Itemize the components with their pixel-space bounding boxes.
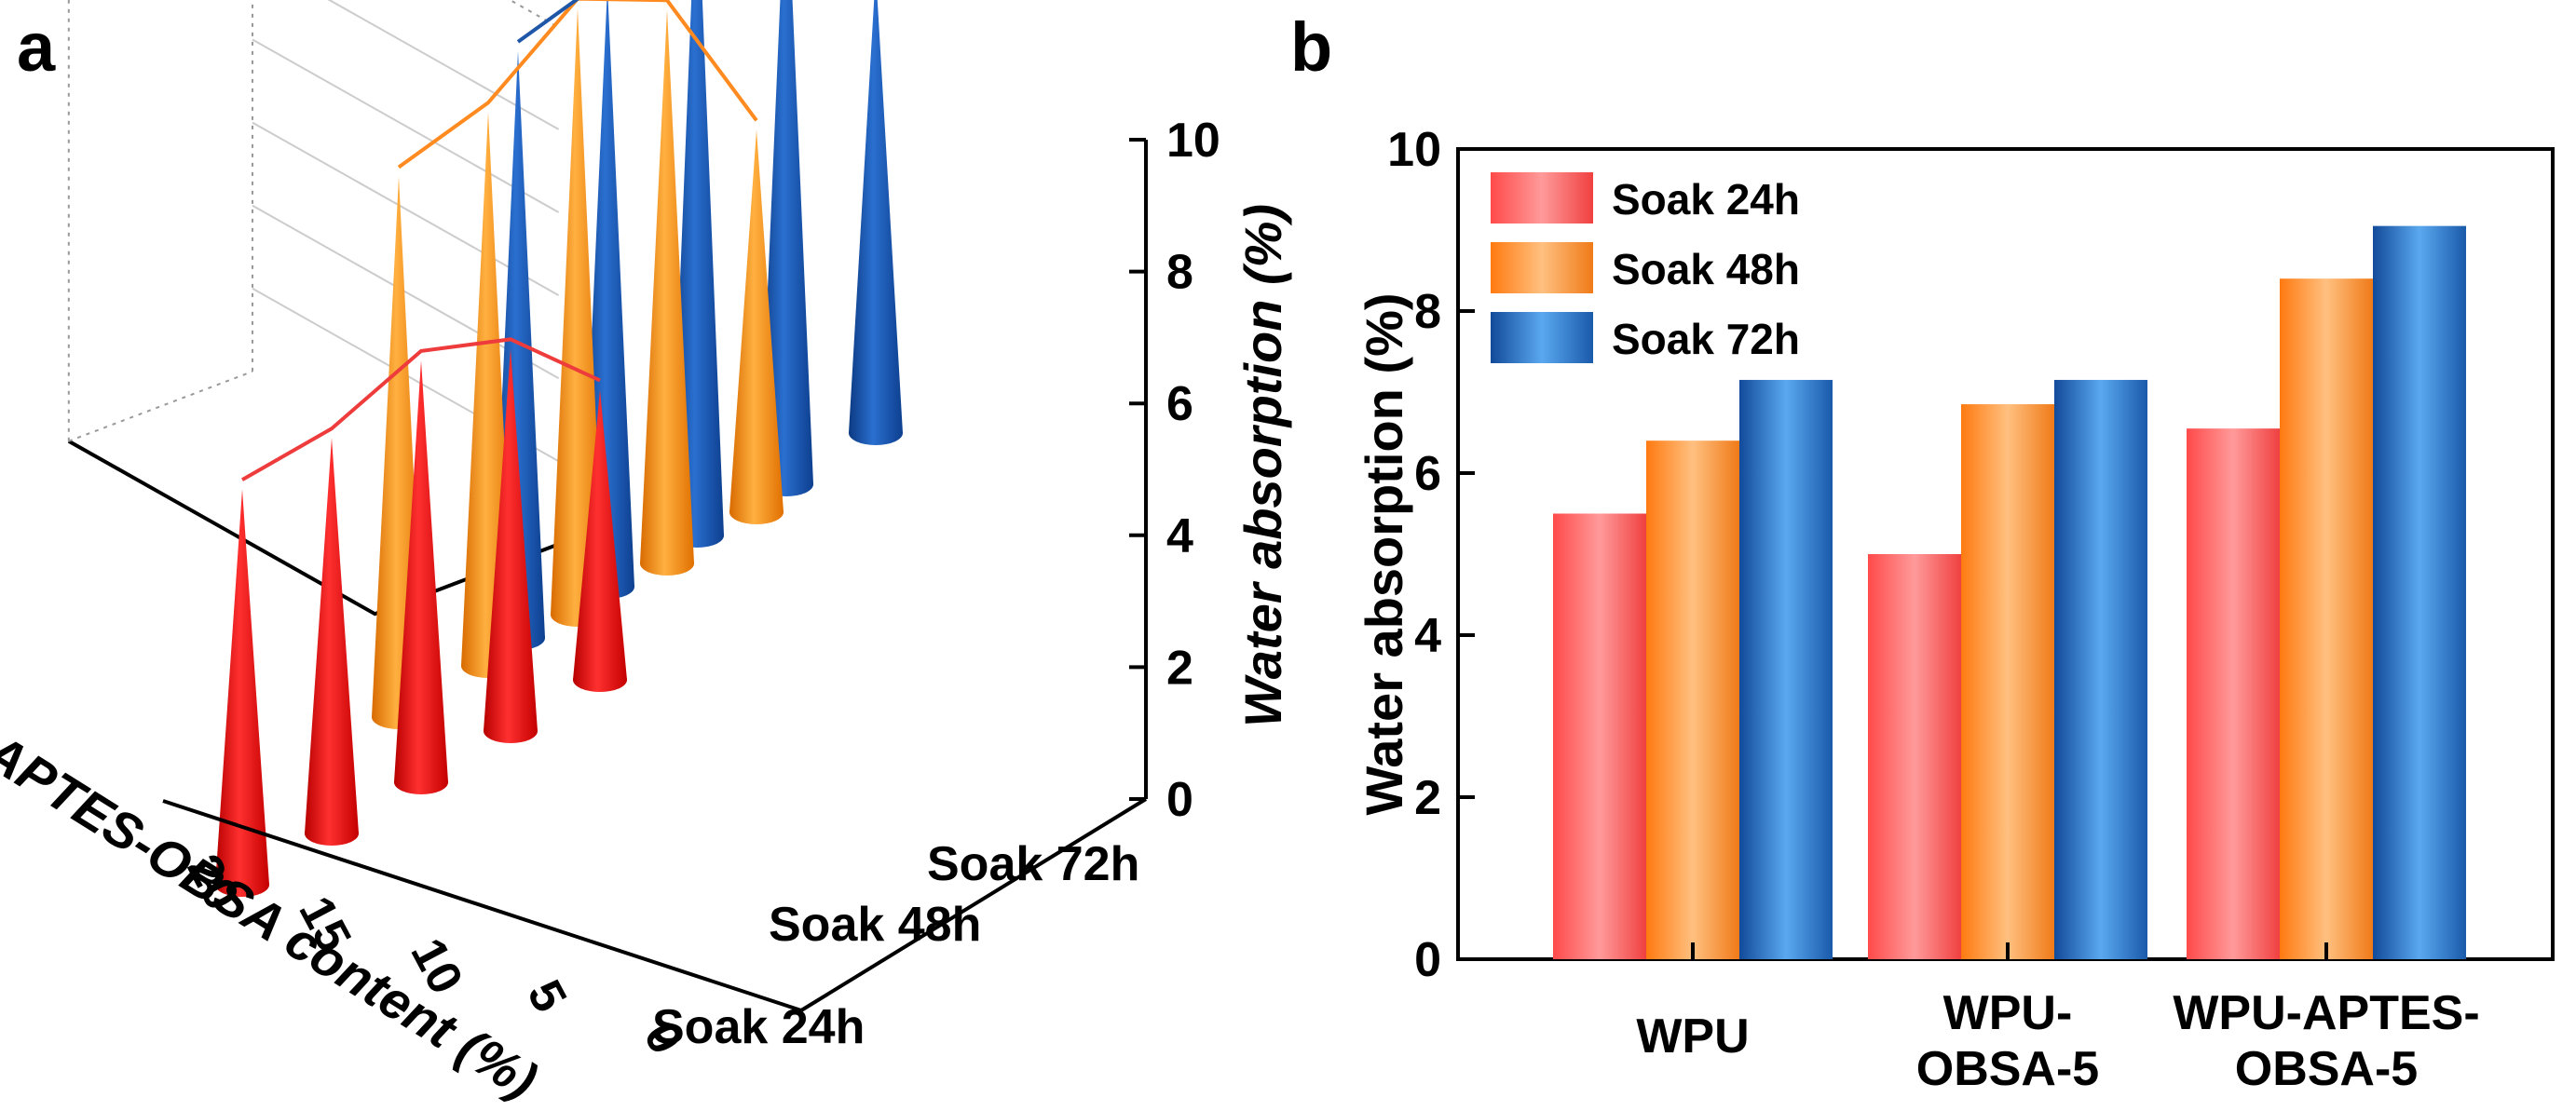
panel-a-soak-axis-line	[799, 797, 1148, 1012]
panel-b-y-tick-label: 8	[1414, 285, 1441, 339]
panel-a-z-tick-label: 4	[1166, 509, 1193, 563]
panel-a-cone-base	[305, 821, 359, 846]
panel-a-soak-axis: Soak 24h Soak 48h Soak 72h	[652, 797, 1148, 1054]
panel-a-z-tick-label: 0	[1166, 773, 1193, 827]
panel-a-cones	[215, 0, 903, 897]
panel-a-series-line	[241, 337, 601, 481]
panel-a-cone-body	[551, 7, 605, 615]
panel-a-cone-base	[484, 719, 538, 743]
panel-b-legend-label: Soak 48h	[1612, 245, 1800, 293]
panel-a-cone-base	[729, 500, 784, 524]
panel-a-z-tick-label: 6	[1166, 377, 1193, 431]
panel-a-cone	[394, 359, 448, 794]
panel-b-x-tick-label: OBSA-5	[1916, 1042, 2099, 1096]
panel-b-bar	[1646, 440, 1739, 959]
panel-a-gridline	[252, 38, 560, 213]
panel-a-cone-body	[215, 489, 269, 885]
panel-a-cone-base	[573, 668, 627, 692]
panel-b-bar	[2054, 379, 2147, 959]
panel-a-cone-base	[849, 421, 903, 445]
panel-b-legend-label: Soak 72h	[1612, 315, 1800, 363]
panel-b-bar	[2187, 428, 2280, 959]
panel-b-bar	[1553, 513, 1646, 959]
panel-a-cone-body	[849, 0, 903, 433]
panel-a-series-line	[397, 0, 758, 169]
panel-b-label: b	[1290, 8, 1332, 86]
panel-a-soak-label: Soak 48h	[769, 898, 981, 952]
panel-b-legend-swatch	[1491, 312, 1593, 363]
panel-b-legend: Soak 24h Soak 48h Soak 72h	[1491, 172, 1800, 363]
panel-a-series-lines	[241, 0, 758, 481]
panel-a-soak-label: Soak 24h	[652, 1000, 865, 1054]
panel-b-y-axis: 0 2 4 6 8 10	[1387, 123, 1475, 987]
panel-a-x-axis-title: APTES-OBSA content (%)	[0, 721, 548, 1110]
panel-b-y-tick-label: 0	[1414, 933, 1441, 987]
panel-a-z-tick-label: 2	[1166, 641, 1193, 695]
panel-a-cone-body	[394, 359, 448, 782]
panel-a-cone-base	[215, 873, 269, 897]
panel-b-legend-swatch	[1491, 172, 1593, 224]
panel-a-cone	[215, 489, 269, 897]
panel-a-cone-base	[640, 551, 694, 576]
panel-a-gridline	[252, 121, 560, 296]
panel-a-cone	[640, 9, 694, 576]
panel-b-bar	[1868, 554, 1961, 959]
panel-b-x-tick-label: WPU	[1636, 1009, 1749, 1064]
panel-b-bar	[2280, 278, 2373, 959]
panel-a-z-tick-label: 8	[1166, 246, 1193, 300]
panel-a-x-axis-line	[162, 799, 802, 1012]
panel-b-x-tick-label: OBSA-5	[2235, 1042, 2418, 1096]
panel-a-cone-body	[573, 389, 627, 680]
panel-b-y-tick-label: 6	[1414, 447, 1441, 501]
panel-a-cone-body	[729, 129, 784, 513]
panel-b-y-tick-label: 4	[1414, 609, 1441, 663]
panel-b-y-axis-title: Water absorption (%)	[1355, 292, 1413, 815]
panel-a-z-axis-title: Water absorption (%)	[1233, 204, 1292, 727]
panel-b-x-tick-label: WPU-APTES-	[2173, 986, 2479, 1040]
panel-b-bars	[1553, 225, 2466, 959]
panel-b-bar	[1739, 379, 1833, 959]
panel-b-y-tick-label: 2	[1414, 771, 1441, 825]
panel-b-y-tick-label: 10	[1387, 123, 1441, 177]
panel-a-cone	[573, 389, 627, 692]
panel-b-legend-swatch	[1491, 242, 1593, 293]
panel-a-back-edge-top	[508, 0, 560, 29]
panel-a-cone-body	[484, 348, 538, 731]
panel-b-legend-label: Soak 24h	[1612, 175, 1800, 224]
panel-a-cone	[305, 438, 359, 846]
panel-a-cone	[849, 0, 903, 445]
panel-b-bar	[2373, 225, 2466, 959]
panel-a-z-tick-label: 10	[1166, 114, 1220, 168]
panel-b-bar	[1961, 404, 2054, 959]
panel-a-cone-body	[305, 438, 359, 833]
panel-a-x-tick-label: 5	[516, 971, 577, 1021]
panel-a-soak-label: Soak 72h	[927, 837, 1139, 891]
panel-a-back-floor-edge	[68, 370, 253, 442]
panel-a-cone-base	[394, 770, 448, 794]
panel-a-z-axis: 0 2 4 6 8 10	[1129, 114, 1220, 827]
panel-a-cone-body	[640, 9, 694, 563]
panel-a-cone	[484, 348, 538, 743]
panel-a-gridline	[327, 0, 560, 130]
panel-a-label: a	[17, 8, 56, 86]
panel-b-x-tick-label: WPU-	[1943, 986, 2073, 1040]
panel-a-cone	[729, 129, 784, 524]
